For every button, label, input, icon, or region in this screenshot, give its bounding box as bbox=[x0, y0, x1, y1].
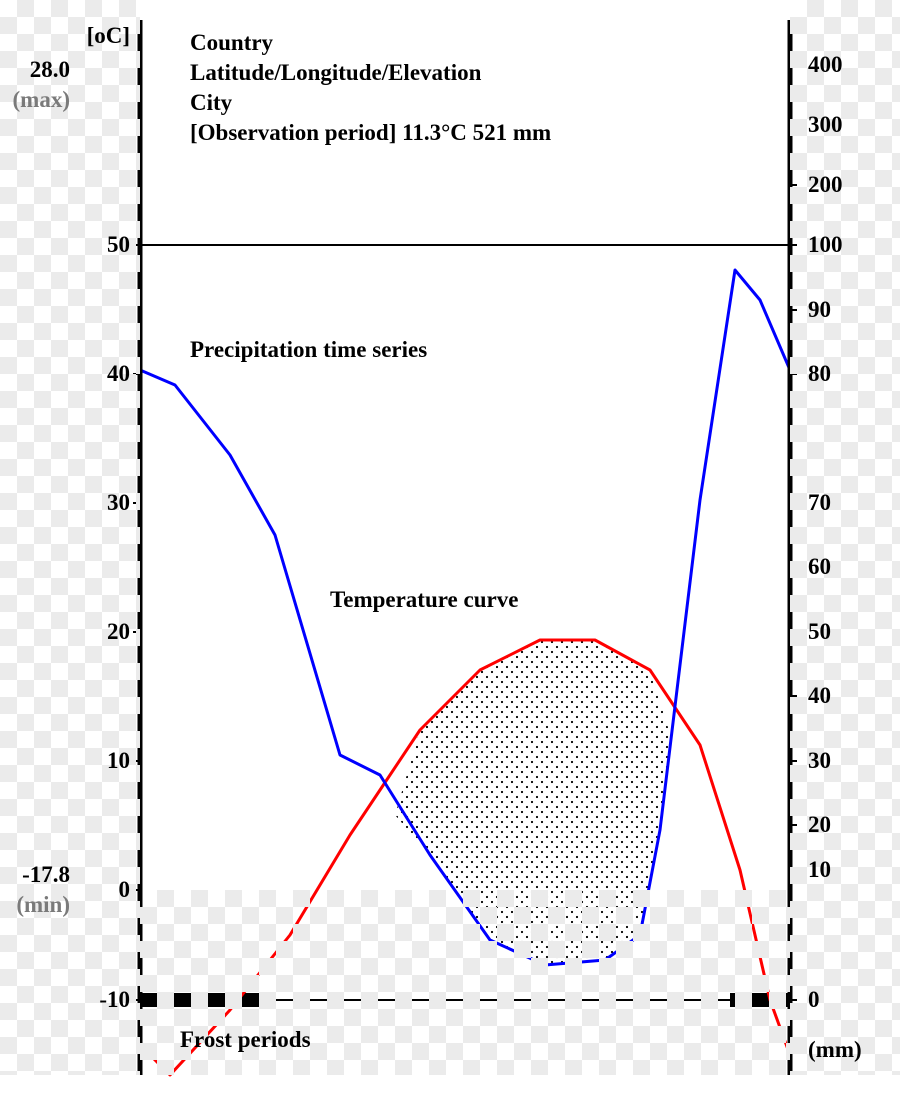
left-tick-0: 0 bbox=[119, 877, 131, 903]
right-tick-300-125: 300 bbox=[808, 112, 843, 138]
header-line-0: Country bbox=[190, 28, 551, 58]
header-line-3: [Observation period] 11.3°C 521 mm bbox=[190, 118, 551, 148]
right-tick-70-503: 70 bbox=[808, 490, 831, 516]
label-min-sub: (min) bbox=[16, 892, 70, 918]
frost-periods-label: Frost periods bbox=[180, 1027, 311, 1053]
label-min: -17.8 bbox=[22, 862, 70, 888]
left-tick-10: 10 bbox=[107, 748, 130, 774]
right-tick-200-185: 200 bbox=[808, 172, 843, 198]
right-tick-40-696: 40 bbox=[808, 683, 831, 709]
header-line-2: City bbox=[190, 88, 551, 118]
precip-series-label: Precipitation time series bbox=[190, 337, 427, 363]
label-max: 28.0 bbox=[30, 57, 70, 83]
left-tick-20: 20 bbox=[107, 619, 130, 645]
header-line-1: Latitude/Longitude/Elevation bbox=[190, 58, 551, 88]
left-tick-30: 30 bbox=[107, 490, 130, 516]
label-max-sub: (max) bbox=[13, 87, 70, 113]
left-tick-50: 50 bbox=[107, 232, 130, 258]
right-tick-0-1000: 0 bbox=[808, 987, 820, 1013]
right-tick-80-374: 80 bbox=[808, 361, 831, 387]
right-tick-400-65: 400 bbox=[808, 52, 843, 78]
right-axis-unit: (mm) bbox=[808, 1037, 862, 1063]
left-tick-40: 40 bbox=[107, 361, 130, 387]
header-block: CountryLatitude/Longitude/ElevationCity[… bbox=[190, 28, 551, 148]
left-axis-unit: [oC] bbox=[87, 23, 130, 49]
right-tick-60-567: 60 bbox=[808, 554, 831, 580]
checker-right bbox=[790, 0, 900, 1075]
left-tick--10: -10 bbox=[99, 987, 130, 1013]
right-tick-20-825: 20 bbox=[808, 812, 831, 838]
right-tick-30-761: 30 bbox=[808, 748, 831, 774]
temperature-curve-label: Temperature curve bbox=[330, 587, 518, 613]
right-tick-10-870: 10 bbox=[808, 857, 831, 883]
right-tick-100-245: 100 bbox=[808, 232, 843, 258]
right-tick-90-310: 90 bbox=[808, 297, 831, 323]
right-tick-50-632: 50 bbox=[808, 619, 831, 645]
climate-diagram: CountryLatitude/Longitude/ElevationCity[… bbox=[0, 0, 900, 1100]
